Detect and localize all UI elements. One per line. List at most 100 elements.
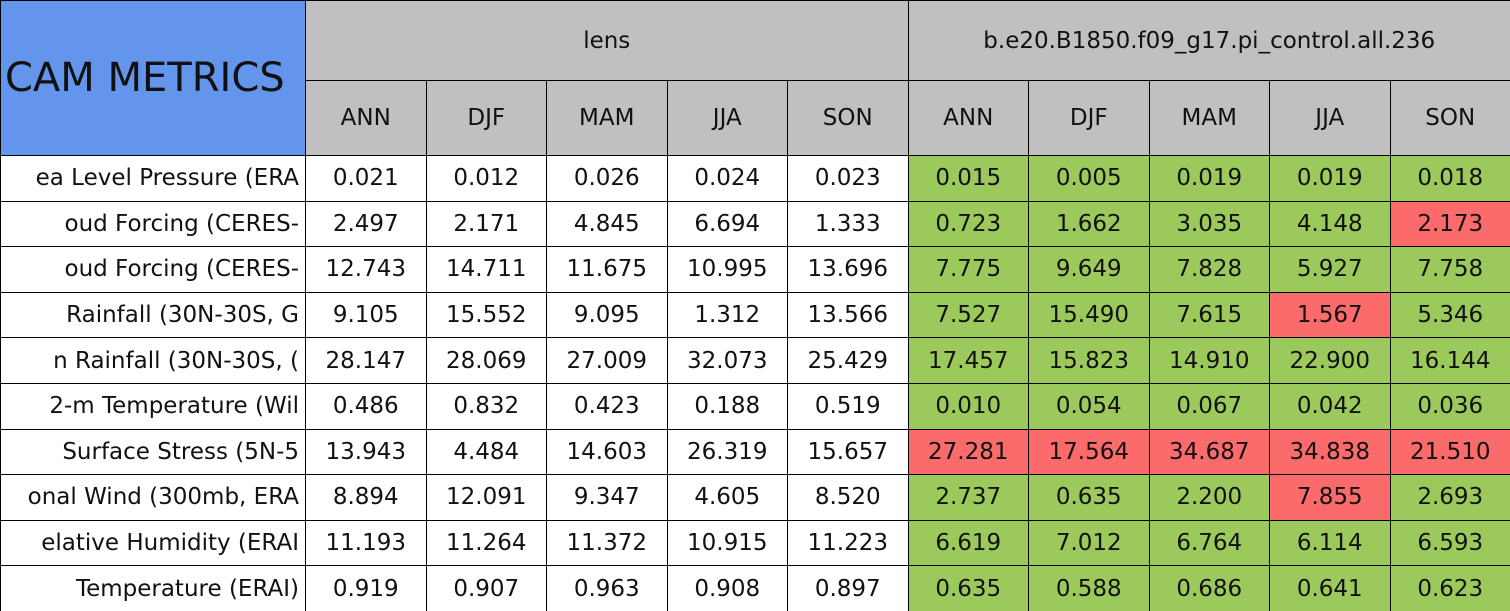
value-cell: 3.035 [1149, 201, 1270, 248]
row-label: onal Wind (300mb, ERA [1, 475, 306, 521]
value-cell: 0.635 [908, 566, 1029, 611]
season-header: MAM [1149, 81, 1270, 156]
value-cell: 7.527 [908, 292, 1029, 339]
value-cell: 9.649 [1029, 247, 1150, 293]
row-label: oud Forcing (CERES- [1, 201, 306, 248]
value-cell: 1.312 [667, 292, 788, 339]
row-label: ea Level Pressure (ERA [1, 156, 306, 202]
value-cell: 32.073 [667, 338, 788, 384]
value-cell: 0.919 [306, 566, 427, 611]
value-cell: 11.372 [547, 520, 668, 567]
value-cell: 4.148 [1270, 201, 1391, 248]
value-cell: 2.200 [1149, 475, 1270, 521]
value-cell: 0.723 [908, 201, 1029, 248]
season-header: SON [788, 81, 909, 156]
value-cell: 2.173 [1390, 201, 1510, 248]
value-cell: 7.828 [1149, 247, 1270, 293]
value-cell: 14.603 [547, 429, 668, 476]
value-cell: 1.567 [1270, 292, 1391, 339]
value-cell: 14.711 [426, 247, 547, 293]
value-cell: 34.838 [1270, 429, 1391, 476]
value-cell: 6.764 [1149, 520, 1270, 567]
value-cell: 0.188 [667, 383, 788, 430]
value-cell: 15.657 [788, 429, 909, 476]
value-cell: 22.900 [1270, 338, 1391, 384]
value-cell: 6.593 [1390, 520, 1510, 567]
row-label: oud Forcing (CERES- [1, 247, 306, 293]
row-label: 2-m Temperature (Wil [1, 383, 306, 430]
value-cell: 12.091 [426, 475, 547, 521]
value-cell: 16.144 [1390, 338, 1510, 384]
value-cell: 13.566 [788, 292, 909, 339]
season-header: DJF [1029, 81, 1150, 156]
row-label: Temperature (ERAI) [1, 566, 306, 611]
value-cell: 4.484 [426, 429, 547, 476]
season-header: ANN [306, 81, 427, 156]
table-title: CAM METRICS [1, 1, 306, 156]
value-cell: 0.054 [1029, 383, 1150, 430]
value-cell: 0.486 [306, 383, 427, 430]
value-cell: 7.758 [1390, 247, 1510, 293]
value-cell: 0.963 [547, 566, 668, 611]
value-cell: 9.095 [547, 292, 668, 339]
value-cell: 0.023 [788, 156, 909, 202]
value-cell: 14.910 [1149, 338, 1270, 384]
value-cell: 4.605 [667, 475, 788, 521]
value-cell: 7.855 [1270, 475, 1391, 521]
value-cell: 28.069 [426, 338, 547, 384]
value-cell: 2.693 [1390, 475, 1510, 521]
value-cell: 21.510 [1390, 429, 1510, 476]
value-cell: 5.346 [1390, 292, 1510, 339]
season-header: JJA [667, 81, 788, 156]
row-label: elative Humidity (ERAI [1, 520, 306, 567]
value-cell: 28.147 [306, 338, 427, 384]
value-cell: 0.042 [1270, 383, 1391, 430]
value-cell: 11.264 [426, 520, 547, 567]
value-cell: 27.281 [908, 429, 1029, 476]
group-header: lens [306, 1, 909, 81]
value-cell: 0.012 [426, 156, 547, 202]
value-cell: 0.067 [1149, 383, 1270, 430]
value-cell: 0.897 [788, 566, 909, 611]
value-cell: 17.457 [908, 338, 1029, 384]
value-cell: 26.319 [667, 429, 788, 476]
value-cell: 5.927 [1270, 247, 1391, 293]
value-cell: 4.845 [547, 201, 668, 248]
group-header: b.e20.B1850.f09_g17.pi_control.all.236 [908, 1, 1510, 81]
value-cell: 0.026 [547, 156, 668, 202]
value-cell: 34.687 [1149, 429, 1270, 476]
value-cell: 12.743 [306, 247, 427, 293]
value-cell: 11.223 [788, 520, 909, 567]
season-header: DJF [426, 81, 547, 156]
value-cell: 2.737 [908, 475, 1029, 521]
value-cell: 0.519 [788, 383, 909, 430]
value-cell: 0.588 [1029, 566, 1150, 611]
value-cell: 0.641 [1270, 566, 1391, 611]
value-cell: 0.832 [426, 383, 547, 430]
value-cell: 7.615 [1149, 292, 1270, 339]
row-label: n Rainfall (30N-30S, ( [1, 338, 306, 384]
value-cell: 7.012 [1029, 520, 1150, 567]
value-cell: 0.021 [306, 156, 427, 202]
value-cell: 0.908 [667, 566, 788, 611]
value-cell: 8.894 [306, 475, 427, 521]
value-cell: 0.907 [426, 566, 547, 611]
value-cell: 1.333 [788, 201, 909, 248]
value-cell: 1.662 [1029, 201, 1150, 248]
season-header: MAM [547, 81, 668, 156]
value-cell: 15.823 [1029, 338, 1150, 384]
value-cell: 10.915 [667, 520, 788, 567]
value-cell: 0.019 [1270, 156, 1391, 202]
value-cell: 0.686 [1149, 566, 1270, 611]
row-label: Surface Stress (5N-5 [1, 429, 306, 476]
value-cell: 0.018 [1390, 156, 1510, 202]
value-cell: 10.995 [667, 247, 788, 293]
value-cell: 15.490 [1029, 292, 1150, 339]
value-cell: 7.775 [908, 247, 1029, 293]
value-cell: 17.564 [1029, 429, 1150, 476]
value-cell: 27.009 [547, 338, 668, 384]
value-cell: 0.005 [1029, 156, 1150, 202]
value-cell: 0.423 [547, 383, 668, 430]
value-cell: 25.429 [788, 338, 909, 384]
